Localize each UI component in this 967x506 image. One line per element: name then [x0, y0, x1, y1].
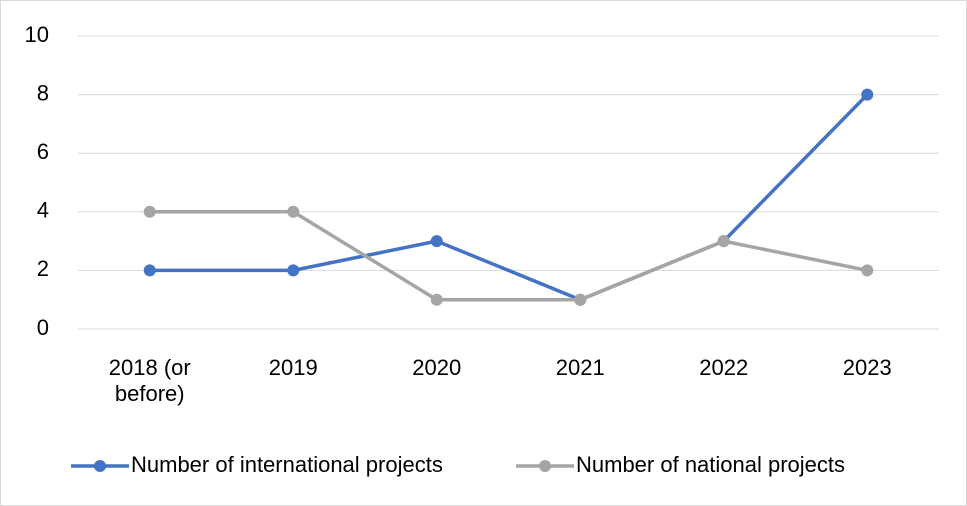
y-tick-label: 8	[37, 80, 49, 105]
y-tick-label: 0	[37, 315, 49, 340]
series-line	[149, 93, 869, 302]
data-point	[574, 293, 587, 306]
legend-label: Number of international projects	[131, 452, 443, 477]
x-tick-label: 2022	[699, 355, 749, 380]
y-tick-label: 4	[37, 198, 49, 223]
data-point	[717, 235, 730, 248]
y-tick-label: 6	[37, 139, 49, 164]
data-point	[143, 264, 156, 277]
legend-label: Number of national projects	[576, 452, 845, 477]
data-point	[287, 205, 300, 218]
y-tick-label: 10	[25, 22, 49, 47]
data-point	[430, 293, 443, 306]
x-tick-label: 2023	[842, 355, 892, 380]
x-tick-label: 2019	[268, 355, 318, 380]
x-tick-label: 2018 (or before)	[108, 355, 191, 406]
data-point	[430, 235, 443, 248]
x-tick-label: 2020	[412, 355, 462, 380]
y-tick-label: 2	[37, 256, 49, 281]
legend-marker	[539, 460, 551, 472]
x-tick-label: 2021	[555, 355, 605, 380]
data-point	[143, 205, 156, 218]
data-point	[861, 88, 874, 101]
data-point	[861, 264, 874, 277]
data-point	[287, 264, 300, 277]
legend-marker	[94, 460, 106, 472]
series-line	[149, 210, 868, 302]
